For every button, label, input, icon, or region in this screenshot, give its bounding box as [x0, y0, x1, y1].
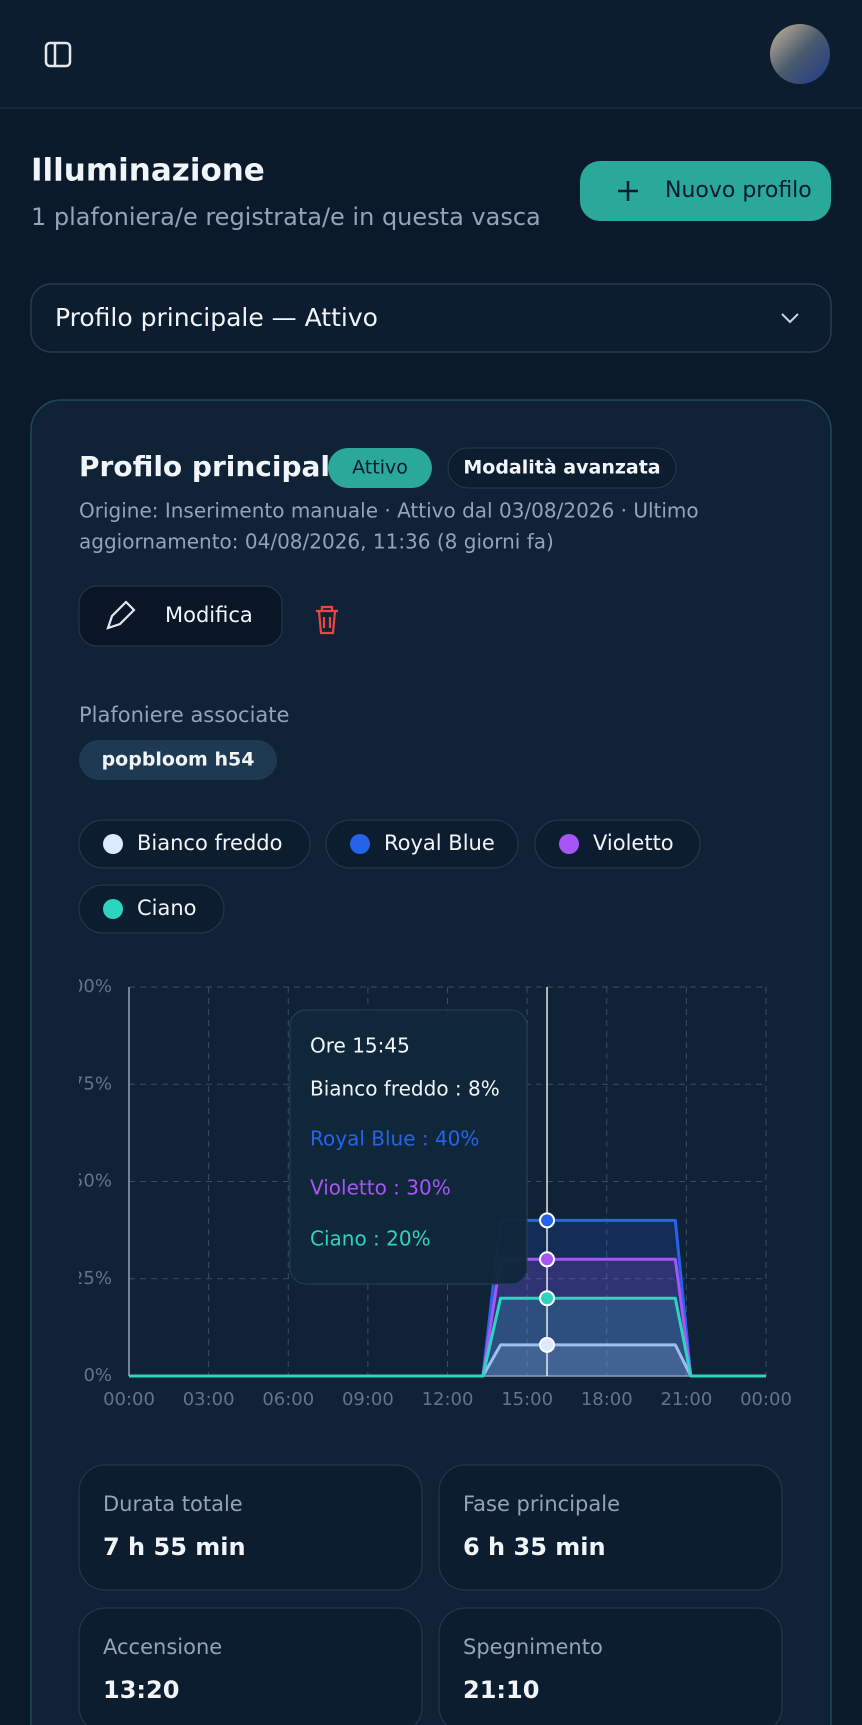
stat-label: Spegnimento	[463, 1635, 603, 1659]
legend-swatch	[350, 834, 370, 854]
profile-title: Profilo principale	[79, 450, 349, 483]
hover-dot	[539, 1290, 556, 1307]
status-text: Attivo	[352, 457, 408, 479]
top-bar	[0, 0, 862, 108]
legend-label: Royal Blue	[384, 831, 495, 855]
new-profile-button[interactable]: Nuovo profilo	[580, 161, 831, 221]
x-tick-label: 09:00	[342, 1389, 394, 1410]
legend-chip	[78, 819, 311, 869]
legend-swatch	[103, 834, 123, 854]
x-tick-label: 00:00	[103, 1389, 155, 1410]
legend-label: Ciano	[137, 896, 197, 920]
stat-label: Accensione	[103, 1635, 222, 1659]
y-tick-label: 0%	[83, 1365, 112, 1386]
avatar[interactable]	[770, 24, 830, 84]
stats: Durata totale 7 h 55 min Fase principale 6 …	[78, 1464, 783, 1725]
series-area	[129, 1259, 766, 1376]
fixtures-label: Plafoniere associate	[79, 703, 289, 727]
fixture-chip	[79, 740, 277, 780]
stat-label: Fase principale	[463, 1492, 620, 1516]
stat-label: Durata totale	[103, 1492, 243, 1516]
stat-value: 13:20	[103, 1676, 179, 1704]
edit-label: Modifica	[165, 603, 253, 627]
button-label: Nuovo profilo	[665, 178, 812, 203]
tooltip: Ore 15:45 Bianco freddo : 8% Royal Blue : …	[289, 1009, 528, 1285]
tooltip-line: Royal Blue : 40%	[310, 1127, 479, 1151]
legend-chip	[78, 884, 225, 934]
x-tick-label: 21:00	[660, 1389, 712, 1410]
edit-button[interactable]: Modifica	[78, 585, 283, 647]
delete-button[interactable]	[316, 605, 338, 635]
pencil-icon	[106, 600, 136, 630]
legend-swatch	[559, 834, 579, 854]
tooltip-line: Violetto : 30%	[310, 1176, 451, 1200]
hover-dot	[539, 1336, 556, 1353]
stat-card	[78, 1607, 423, 1725]
hover-dot	[539, 1212, 556, 1229]
mode-text: Modalità avanzata	[463, 457, 660, 479]
meta-line: Origine: Inserimento manuale · Attivo da…	[79, 499, 699, 523]
plus-icon	[618, 181, 638, 201]
fixture-name: popbloom h54	[102, 749, 255, 771]
y-tick-labels: 0% 25% 50% 75% 100%	[61, 976, 112, 1386]
status-badge	[328, 448, 432, 488]
stat-card	[438, 1464, 783, 1591]
legend-item[interactable]: Ciano	[78, 884, 225, 934]
stat-card	[438, 1607, 783, 1725]
x-tick-label: 18:00	[581, 1389, 633, 1410]
legend-label: Violetto	[593, 831, 674, 855]
legend-item[interactable]: Bianco freddo	[78, 819, 311, 869]
chevron	[781, 313, 799, 324]
chart: 0% 25% 50% 75% 100% 00:00 03:00 06:00 09:00 12:00…	[61, 976, 792, 1410]
stat-card	[78, 1464, 423, 1591]
tooltip-box	[289, 1009, 528, 1285]
hover-dot	[539, 1251, 556, 1268]
legend-swatch	[103, 899, 123, 919]
series-area	[129, 1298, 766, 1376]
y-tick-label: 75%	[72, 1073, 112, 1094]
tooltip-line: Ciano : 20%	[310, 1227, 431, 1251]
page-title: Illuminazione	[31, 153, 265, 189]
series-area	[129, 1344, 766, 1376]
stat-value: 6 h 35 min	[463, 1533, 606, 1561]
legend-item[interactable]: Royal Blue	[325, 819, 519, 869]
x-tick-label: 03:00	[183, 1389, 235, 1410]
select-value: Profilo principale — Attivo	[55, 303, 378, 332]
tooltip-title: Ore 15:45	[310, 1034, 410, 1058]
legend-item[interactable]: Violetto	[534, 819, 701, 869]
meta-line: aggiornamento: 04/08/2026, 11:36 (8 gior…	[79, 530, 554, 554]
x-tick-label: 00:00	[740, 1389, 792, 1410]
x-tick-label: 06:00	[262, 1389, 314, 1410]
mode-badge	[447, 447, 677, 489]
legend-label: Bianco freddo	[137, 831, 282, 855]
x-tick-label: 15:00	[501, 1389, 553, 1410]
y-tick-label: 50%	[72, 1171, 112, 1192]
y-tick-label: 25%	[72, 1268, 112, 1289]
legend: Bianco freddo Royal Blue Violetto Ciano	[78, 819, 701, 934]
stat-value: 21:10	[463, 1676, 539, 1704]
legend-chip	[325, 819, 519, 869]
tooltip-line: Bianco freddo : 8%	[310, 1077, 500, 1101]
legend-chip	[534, 819, 701, 869]
sidebar-toggle[interactable]	[44, 41, 72, 68]
stat-value: 7 h 55 min	[103, 1533, 246, 1561]
x-tick-label: 12:00	[422, 1389, 474, 1410]
page-subtitle: 1 plafoniera/e registrata/e in questa va…	[31, 203, 541, 231]
profile-select[interactable]: Profilo principale — Attivo	[30, 283, 832, 353]
y-tick-label: 100%	[61, 976, 112, 997]
